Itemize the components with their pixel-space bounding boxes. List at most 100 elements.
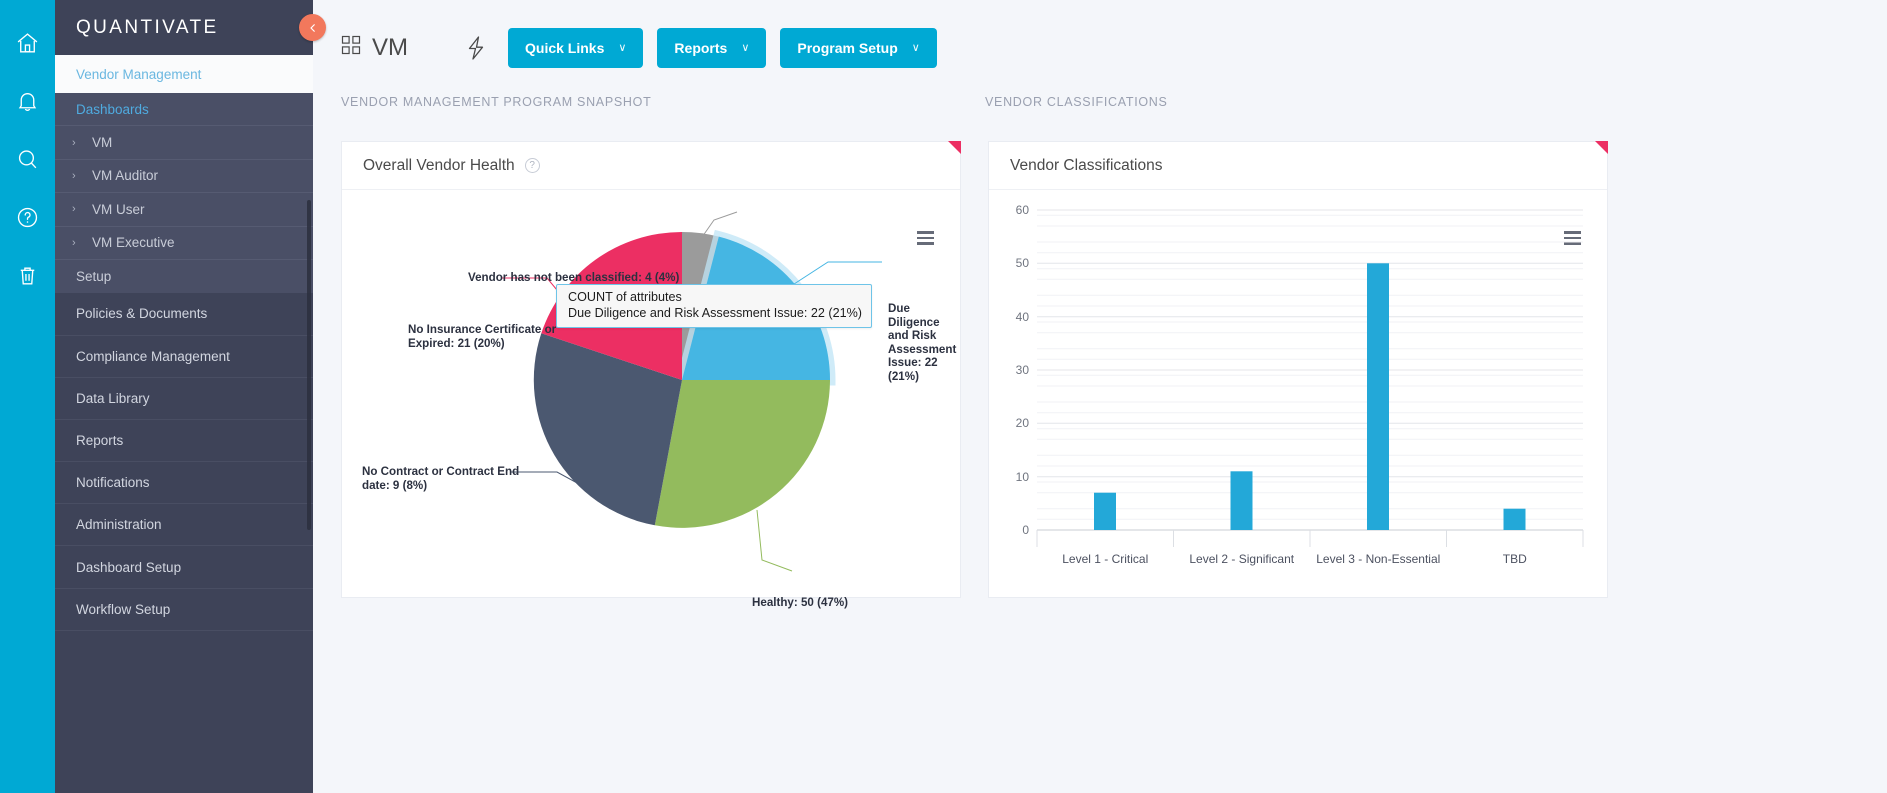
sidebar-item-label: Data Library bbox=[76, 390, 150, 406]
sidebar-item-label: Workflow Setup bbox=[76, 601, 171, 617]
reports-label: Reports bbox=[674, 39, 728, 56]
icon-rail bbox=[0, 0, 55, 793]
sidebar: QUANTIVATE Vendor Management Dashboards … bbox=[55, 0, 326, 793]
card-overall-vendor-health: Overall Vendor Health ? bbox=[341, 141, 961, 609]
card-vendor-classifications: Vendor Classifications bbox=[988, 141, 1608, 598]
sidebar-dashboards-label: Dashboards bbox=[76, 101, 149, 117]
sidebar-item-label: Dashboard Setup bbox=[76, 559, 182, 575]
bar-tbd bbox=[1503, 508, 1526, 530]
pie-label-healthy: Healthy: 50 (47%) bbox=[752, 596, 849, 609]
sidebar-item-setup[interactable]: Setup bbox=[55, 259, 313, 294]
sidebar-item-vm-user[interactable]: › VM User bbox=[55, 193, 313, 227]
page-title-group: VM bbox=[341, 34, 408, 62]
card-body: Vendor has not been classified: 4 (4%) D… bbox=[342, 190, 960, 609]
chevron-right-icon: › bbox=[72, 169, 76, 182]
sidebar-item-vm-auditor[interactable]: › VM Auditor bbox=[55, 159, 313, 194]
bar-level-3-non-essential bbox=[1367, 263, 1389, 530]
section-label-classifications: VENDOR CLASSIFICATIONS bbox=[985, 95, 1168, 109]
sidebar-dashboards-section: Dashboards › VM › VM Auditor › VM User ›… bbox=[55, 93, 313, 294]
sidebar-item-compliance-management[interactable]: Compliance Management bbox=[55, 335, 313, 378]
pie-label-due-diligence: Due Diligence and Risk Assessment Issue:… bbox=[888, 302, 957, 383]
x-tick-level-1-critical: Level 1 - Critical bbox=[1062, 552, 1149, 566]
sidebar-item-reports[interactable]: Reports bbox=[55, 419, 313, 463]
dashboard-panels: Overall Vendor Health ? bbox=[313, 141, 1887, 609]
sidebar-item-vm[interactable]: › VM bbox=[55, 126, 313, 160]
program-setup-button[interactable]: Program Setup ∨ bbox=[780, 27, 937, 68]
sidebar-item-label: VM Executive bbox=[92, 235, 175, 251]
chevron-right-icon: › bbox=[72, 136, 76, 149]
y-tick-10: 10 bbox=[1015, 469, 1029, 484]
bar-level-1-critical bbox=[1094, 492, 1116, 530]
sidebar-collapse-button[interactable] bbox=[299, 14, 326, 41]
card-corner-marker bbox=[1595, 141, 1608, 154]
sidebar-item-notifications[interactable]: Notifications bbox=[55, 462, 313, 505]
x-tick-level-2-significant: Level 2 - Significant bbox=[1189, 552, 1295, 566]
chevron-down-icon: ∨ bbox=[911, 42, 920, 54]
x-tick-level-3-non-essential: Level 3 - Non-Essential bbox=[1316, 552, 1441, 566]
page-title: VM bbox=[372, 33, 408, 61]
tooltip-value: Due Diligence and Risk Assessment Issue:… bbox=[568, 305, 862, 320]
sidebar-item-label: VM Auditor bbox=[92, 168, 159, 184]
sidebar-main-section: Policies & Documents Compliance Manageme… bbox=[55, 293, 313, 631]
sidebar-item-workflow-setup[interactable]: Workflow Setup bbox=[55, 588, 313, 631]
sidebar-item-label: Policies & Documents bbox=[76, 306, 208, 322]
program-setup-label: Program Setup bbox=[797, 39, 898, 56]
chevron-right-icon: › bbox=[72, 203, 76, 216]
home-icon[interactable] bbox=[0, 14, 55, 72]
sidebar-item-administration[interactable]: Administration bbox=[55, 504, 313, 547]
sidebar-item-label: Administration bbox=[76, 517, 162, 533]
sidebar-item-vm-executive[interactable]: › VM Executive bbox=[55, 226, 313, 260]
hamburger-menu-icon[interactable] bbox=[917, 231, 934, 245]
quick-links-label: Quick Links bbox=[525, 39, 605, 56]
sidebar-item-dashboards[interactable]: Dashboards bbox=[55, 93, 313, 127]
bar-level-2-significant bbox=[1230, 471, 1253, 530]
sidebar-item-label: Compliance Management bbox=[76, 348, 230, 364]
sidebar-item-label: Reports bbox=[76, 433, 124, 448]
trash-icon[interactable] bbox=[0, 246, 55, 304]
tooltip-header: COUNT of attributes bbox=[568, 290, 682, 304]
search-icon[interactable] bbox=[0, 130, 55, 188]
sidebar-scrollbar[interactable] bbox=[307, 200, 311, 530]
lightning-bolt-icon[interactable] bbox=[465, 35, 487, 61]
section-label-snapshot: VENDOR MANAGEMENT PROGRAM SNAPSHOT bbox=[341, 95, 652, 109]
section-labels: VENDOR MANAGEMENT PROGRAM SNAPSHOT VENDO… bbox=[313, 95, 1887, 119]
bar-chart bbox=[1036, 209, 1584, 547]
reports-button[interactable]: Reports ∨ bbox=[657, 27, 767, 68]
help-icon[interactable] bbox=[0, 188, 55, 246]
x-tick-tbd: TBD bbox=[1502, 552, 1527, 566]
card-title: Vendor Classifications bbox=[1010, 156, 1163, 174]
chevron-down-icon: ∨ bbox=[618, 42, 627, 54]
sidebar-module-header[interactable]: Vendor Management bbox=[55, 55, 313, 93]
quick-links-button[interactable]: Quick Links ∨ bbox=[508, 27, 644, 68]
sidebar-item-label: Notifications bbox=[76, 475, 150, 491]
toolbar: VM Quick Links ∨ Reports ∨ Program Setup… bbox=[313, 0, 1887, 95]
chevron-down-icon: ∨ bbox=[741, 42, 750, 54]
bell-icon[interactable] bbox=[0, 72, 55, 130]
sidebar-item-data-library[interactable]: Data Library bbox=[55, 377, 313, 420]
chart-tooltip: COUNT of attributes Due Diligence and Ri… bbox=[556, 284, 872, 328]
pie-label-no-contract: No Contract or Contract End date: 9 (8%) bbox=[362, 465, 520, 492]
chevron-right-icon: › bbox=[72, 236, 76, 249]
card-body: 60 50 40 30 20 10 0 Level 1 - Critical L… bbox=[989, 190, 1607, 598]
card-corner-marker bbox=[948, 141, 961, 154]
card-header: Overall Vendor Health ? bbox=[342, 142, 960, 190]
sidebar-item-dashboard-setup[interactable]: Dashboard Setup bbox=[55, 546, 313, 589]
hamburger-menu-icon[interactable] bbox=[1564, 231, 1581, 245]
brand-logo[interactable]: QUANTIVATE bbox=[55, 0, 313, 55]
y-tick-0: 0 bbox=[1022, 523, 1029, 537]
pie-label-not-classified: Vendor has not been classified: 4 (4%) bbox=[468, 271, 680, 284]
help-icon[interactable]: ? bbox=[524, 158, 540, 173]
y-tick-60: 60 bbox=[1015, 203, 1029, 217]
brand-name: QUANTIVATE bbox=[76, 16, 219, 38]
y-tick-50: 50 bbox=[1015, 256, 1029, 270]
sidebar-item-policies-documents[interactable]: Policies & Documents bbox=[55, 293, 313, 336]
sidebar-item-label: VM User bbox=[92, 201, 145, 217]
pie-chart bbox=[502, 211, 882, 572]
y-tick-40: 40 bbox=[1015, 309, 1029, 324]
card-title: Overall Vendor Health bbox=[363, 156, 515, 174]
sidebar-module-label: Vendor Management bbox=[76, 66, 202, 82]
y-tick-30: 30 bbox=[1015, 363, 1029, 377]
sidebar-setup-label: Setup bbox=[76, 269, 112, 285]
grid-icon bbox=[341, 35, 361, 60]
